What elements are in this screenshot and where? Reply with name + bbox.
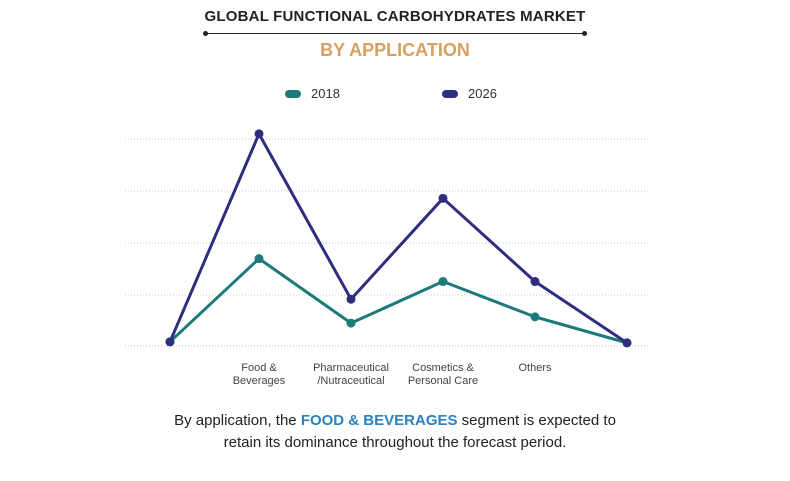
series-line-2018 [168,257,628,345]
legend-item-2026: 2026 [442,86,497,101]
data-point-2018-4 [530,312,540,322]
legend-swatch-2018 [285,89,301,98]
data-point-2026-0 [165,337,175,347]
data-point-2018-1 [254,254,264,264]
x-tick-label-line: /Nutraceutical [317,375,384,387]
chart-subtitle: BY APPLICATION [320,40,470,60]
caption: By application, the FOOD & BEVERAGES seg… [0,410,790,454]
x-tick-label-line: Cosmetics & [412,362,474,374]
x-tick-label-line: Beverages [233,375,286,387]
x-tick-label-2: Pharmaceutical/Nutraceutical [313,362,389,387]
data-point-2018-3 [438,277,448,287]
line-chart: Food & Beverages Pharmaceutical/Nutraceuti… [125,129,650,387]
caption-highlight: FOOD & BEVERAGES [300,412,458,429]
legend-item-2018: 2018 [285,86,340,101]
data-point-2026-1 [254,129,264,139]
legend-swatch-2026 [442,89,458,98]
data-point-2026-3 [438,193,448,203]
series-line-2026 [168,132,628,345]
legend: 2018 2026 [0,86,790,106]
x-tick-label-4: Others [518,362,552,374]
data-point-2018-2 [346,318,356,328]
data-point-2026-2 [346,294,356,304]
x-tick-label-3: Cosmetics & Personal Care [408,362,478,387]
caption-text-start: By application, the [174,412,301,429]
legend-label-2026: 2026 [468,86,497,101]
chart-title: GLOBAL FUNCTIONAL CARBOHYDRATES MARKET [204,8,586,25]
data-point-2026-4 [530,277,540,287]
data-point-2026-5 [622,338,632,348]
x-tick-label-line: Personal Care [408,375,478,387]
legend-label-2018: 2018 [311,86,340,101]
title-divider [203,31,587,36]
x-tick-label-line: Others [518,362,552,374]
x-tick-label-line: Pharmaceutical [313,362,389,374]
caption-text-end: segment is expected to [457,412,616,429]
caption-line-2: retain its dominance throughout the fore… [223,434,567,451]
x-tick-label-line: Food & [241,362,277,374]
x-tick-label-1: Food & Beverages [233,362,286,387]
